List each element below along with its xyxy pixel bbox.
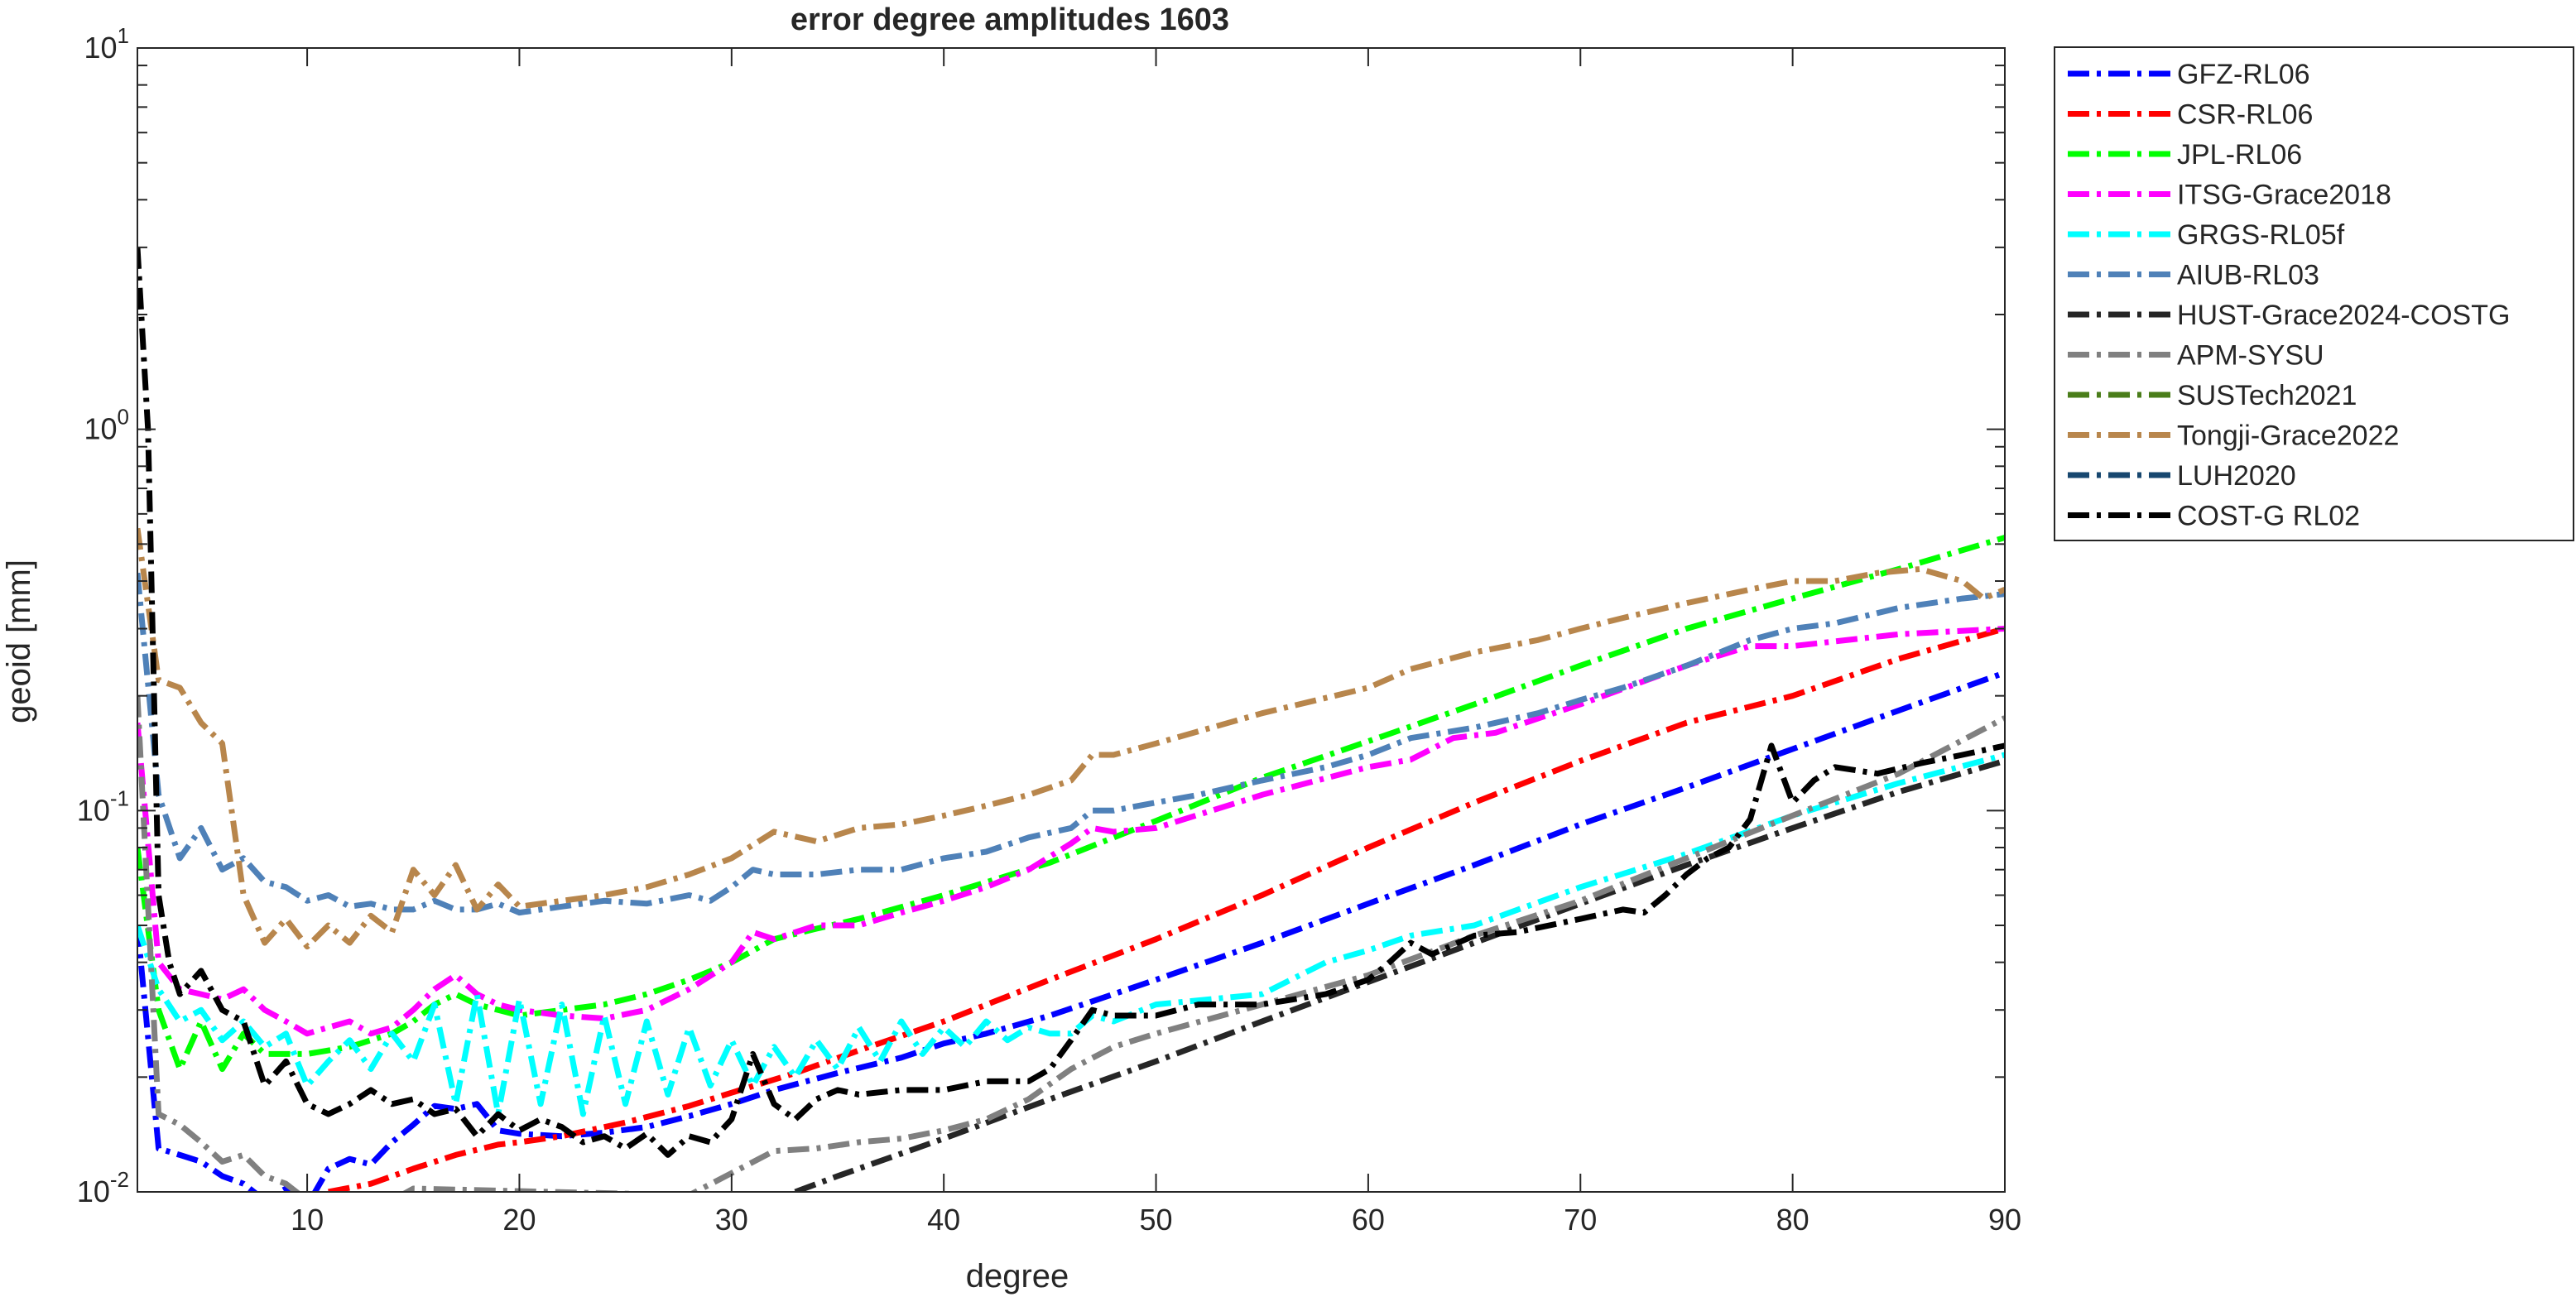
- legend-label: AIUB-RL03: [2177, 260, 2319, 291]
- legend-label: GFZ-RL06: [2177, 59, 2310, 90]
- x-tick-label: 40: [927, 1203, 960, 1237]
- y-tick-label: 10-1: [77, 785, 129, 827]
- y-axis-label: geoid [mm]: [1, 560, 37, 723]
- series-line-grgs-rl05f: [137, 752, 2005, 1117]
- legend-label: ITSG-Grace2018: [2177, 180, 2391, 211]
- legend-label: JPL-RL06: [2177, 139, 2302, 171]
- x-tick-label: 20: [502, 1203, 536, 1237]
- x-tick-label: 30: [715, 1203, 748, 1237]
- x-tick-label: 80: [1776, 1203, 1809, 1237]
- x-tick-label: 90: [1988, 1203, 2021, 1237]
- series-line-jpl-rl06: [137, 535, 2005, 1073]
- plot-area: [137, 247, 2005, 1192]
- axes: 10 20 30 40 50 60 70 80 90 10-2 10-1 100 101: [77, 23, 2021, 1237]
- x-tick-label: 70: [1564, 1203, 1597, 1237]
- legend-label: GRGS-RL05f: [2177, 219, 2345, 251]
- y-tick-label: 101: [84, 23, 129, 65]
- legend-label: Tongji-Grace2022: [2177, 420, 2399, 452]
- legend-label: LUH2020: [2177, 460, 2296, 492]
- legend-label: SUSTech2021: [2177, 380, 2357, 411]
- legend-box: [2054, 46, 2574, 541]
- y-tick-label: 10-2: [77, 1167, 129, 1208]
- x-axis-label: degree: [966, 1258, 1069, 1295]
- series-line-itsg-grace2018: [137, 626, 2005, 1037]
- x-tick-label: 60: [1352, 1203, 1385, 1237]
- legend-label: COST-G RL02: [2177, 501, 2360, 532]
- legend-label: CSR-RL06: [2177, 99, 2313, 131]
- x-tick-label: 10: [291, 1203, 324, 1237]
- chart-title: error degree amplitudes 1603: [791, 2, 1229, 37]
- legend-label: HUST-Grace2024-COSTG: [2177, 300, 2510, 331]
- x-tick-label: 50: [1140, 1203, 1173, 1237]
- series-line-aiub-rl03: [137, 572, 2005, 916]
- legend-label: APM-SYSU: [2177, 340, 2324, 372]
- axes-box: [137, 47, 2006, 1193]
- series-line-cost-g-rl02: [137, 247, 2005, 1158]
- y-tick-label: 100: [84, 405, 129, 446]
- series-line-tongji-grace2022: [137, 527, 2005, 950]
- legend: GFZ-RL06 CSR-RL06 JPL-RL06 ITSG-Grace2018 GR…: [2054, 46, 2574, 541]
- series-line-apm-sysu: [137, 695, 2005, 1192]
